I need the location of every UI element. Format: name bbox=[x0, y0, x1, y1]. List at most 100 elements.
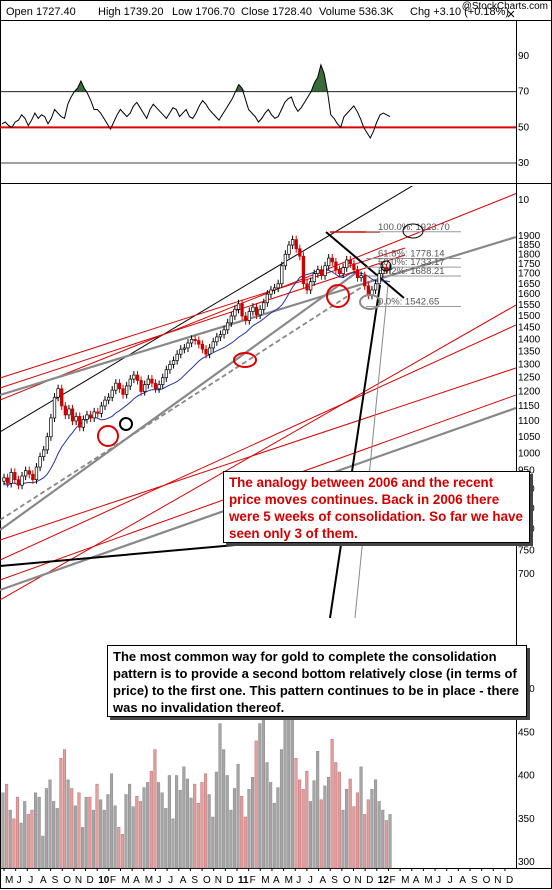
rsi-tick-50: 50 bbox=[518, 122, 530, 133]
high-value: High 1739.20 bbox=[98, 6, 163, 18]
volume-bar bbox=[59, 757, 63, 869]
x-label-30: N bbox=[355, 875, 362, 886]
gray-drop-line bbox=[354, 284, 389, 619]
volume-bar bbox=[124, 794, 128, 869]
candle-body bbox=[143, 384, 147, 392]
volume-bar bbox=[189, 797, 193, 869]
fib-label-4: 0.0%: 1542.65 bbox=[378, 297, 439, 308]
candle-body bbox=[139, 380, 143, 392]
x-label-33: F bbox=[389, 875, 395, 886]
candle-body bbox=[92, 411, 96, 419]
x-label-22: M bbox=[261, 875, 269, 886]
candle-body bbox=[96, 411, 100, 414]
volume-bar bbox=[363, 814, 367, 869]
candle-body bbox=[272, 287, 277, 291]
price-tick-1150: 1150 bbox=[518, 401, 540, 412]
candle-body bbox=[254, 306, 259, 316]
volume-bar bbox=[352, 806, 356, 869]
x-label-23: A bbox=[273, 875, 280, 886]
x-label-13: J bbox=[156, 875, 161, 886]
rsi-tick-70: 70 bbox=[518, 87, 530, 98]
candle-body bbox=[355, 269, 360, 279]
volume-bar bbox=[305, 770, 309, 869]
price-tick-1250: 1250 bbox=[518, 373, 541, 384]
volume-value: Volume 536.3K bbox=[319, 6, 394, 18]
volume-bar bbox=[135, 796, 139, 869]
candle-body bbox=[78, 416, 82, 428]
volume-bar bbox=[193, 783, 197, 869]
candle-body bbox=[70, 408, 75, 422]
x-label-25: J bbox=[296, 875, 301, 886]
candle-body bbox=[312, 273, 316, 283]
candle-body bbox=[327, 257, 331, 267]
volume-bar bbox=[81, 827, 85, 869]
volume-bar bbox=[131, 806, 135, 869]
candle-body bbox=[308, 281, 313, 291]
bottom-circle-4 bbox=[326, 284, 350, 308]
volume-bar bbox=[37, 796, 41, 869]
watermark: @StockCharts.com bbox=[462, 1, 548, 12]
volume-bar bbox=[287, 714, 291, 869]
candle-body bbox=[244, 315, 248, 321]
candle-body bbox=[186, 342, 190, 349]
fib-label-0: 100.0%: 1923.70 bbox=[378, 222, 450, 233]
candle-body bbox=[276, 283, 280, 289]
volume-bar bbox=[41, 835, 45, 869]
volume-bar bbox=[164, 808, 168, 869]
candle-body bbox=[236, 303, 241, 310]
candle-body bbox=[189, 339, 194, 344]
red-lower-line-1 bbox=[0, 367, 516, 541]
volume-bar bbox=[196, 802, 200, 869]
price-tick-10: 10 bbox=[518, 195, 530, 206]
candle-body bbox=[226, 322, 230, 331]
candle-body bbox=[377, 273, 381, 285]
volume-bar bbox=[84, 796, 88, 869]
open-value: Open 1727.40 bbox=[6, 6, 76, 18]
x-label-17: O bbox=[203, 875, 211, 886]
candle-body bbox=[52, 396, 57, 419]
volume-bar bbox=[355, 792, 359, 869]
price-tick-1300: 1300 bbox=[518, 359, 541, 370]
red-lower-line-4 bbox=[0, 324, 516, 561]
candle-body bbox=[150, 378, 154, 384]
volume-bar bbox=[55, 808, 59, 869]
candle-body bbox=[110, 389, 114, 398]
candle-body bbox=[233, 308, 237, 317]
trend-lines bbox=[0, 186, 516, 619]
x-label-15: A bbox=[180, 875, 187, 886]
volume-bar bbox=[261, 714, 265, 869]
volume-bar bbox=[70, 788, 74, 869]
candle-body bbox=[229, 315, 233, 324]
volume-bars bbox=[1, 697, 392, 869]
price-tick-1550: 1550 bbox=[518, 300, 541, 311]
x-label-43: D bbox=[506, 875, 513, 886]
price-tick-1100: 1100 bbox=[518, 416, 540, 427]
price-tick-1000: 1000 bbox=[518, 448, 541, 459]
price-tick-1800: 1800 bbox=[518, 249, 541, 260]
volume-bar bbox=[207, 794, 211, 869]
fib-label-3: 38.2%: 1688.21 bbox=[378, 266, 445, 277]
x-label-3: A bbox=[40, 875, 47, 886]
volume-bar bbox=[232, 788, 237, 869]
price-tick-1700: 1700 bbox=[518, 269, 541, 280]
x-label-41: O bbox=[483, 875, 491, 886]
volume-bar bbox=[381, 809, 385, 869]
candle-body bbox=[164, 369, 168, 379]
volume-tick-450: 450 bbox=[518, 727, 535, 738]
volume-bar bbox=[142, 787, 146, 869]
gray-resistance-line bbox=[0, 235, 516, 397]
volume-bar bbox=[323, 785, 327, 869]
volume-bar bbox=[283, 697, 287, 869]
volume-tick-400: 400 bbox=[518, 771, 535, 782]
volume-bar bbox=[95, 783, 99, 869]
x-label-38: J bbox=[448, 875, 453, 886]
x-label-4: S bbox=[52, 875, 59, 886]
volume-bar bbox=[102, 809, 106, 869]
volume-bar bbox=[34, 792, 38, 869]
volume-bar bbox=[128, 783, 132, 869]
candle-body bbox=[240, 303, 244, 317]
x-label-42: N bbox=[494, 875, 501, 886]
candle-body bbox=[74, 416, 78, 422]
candle-body bbox=[121, 388, 125, 395]
candle-body bbox=[182, 347, 187, 350]
